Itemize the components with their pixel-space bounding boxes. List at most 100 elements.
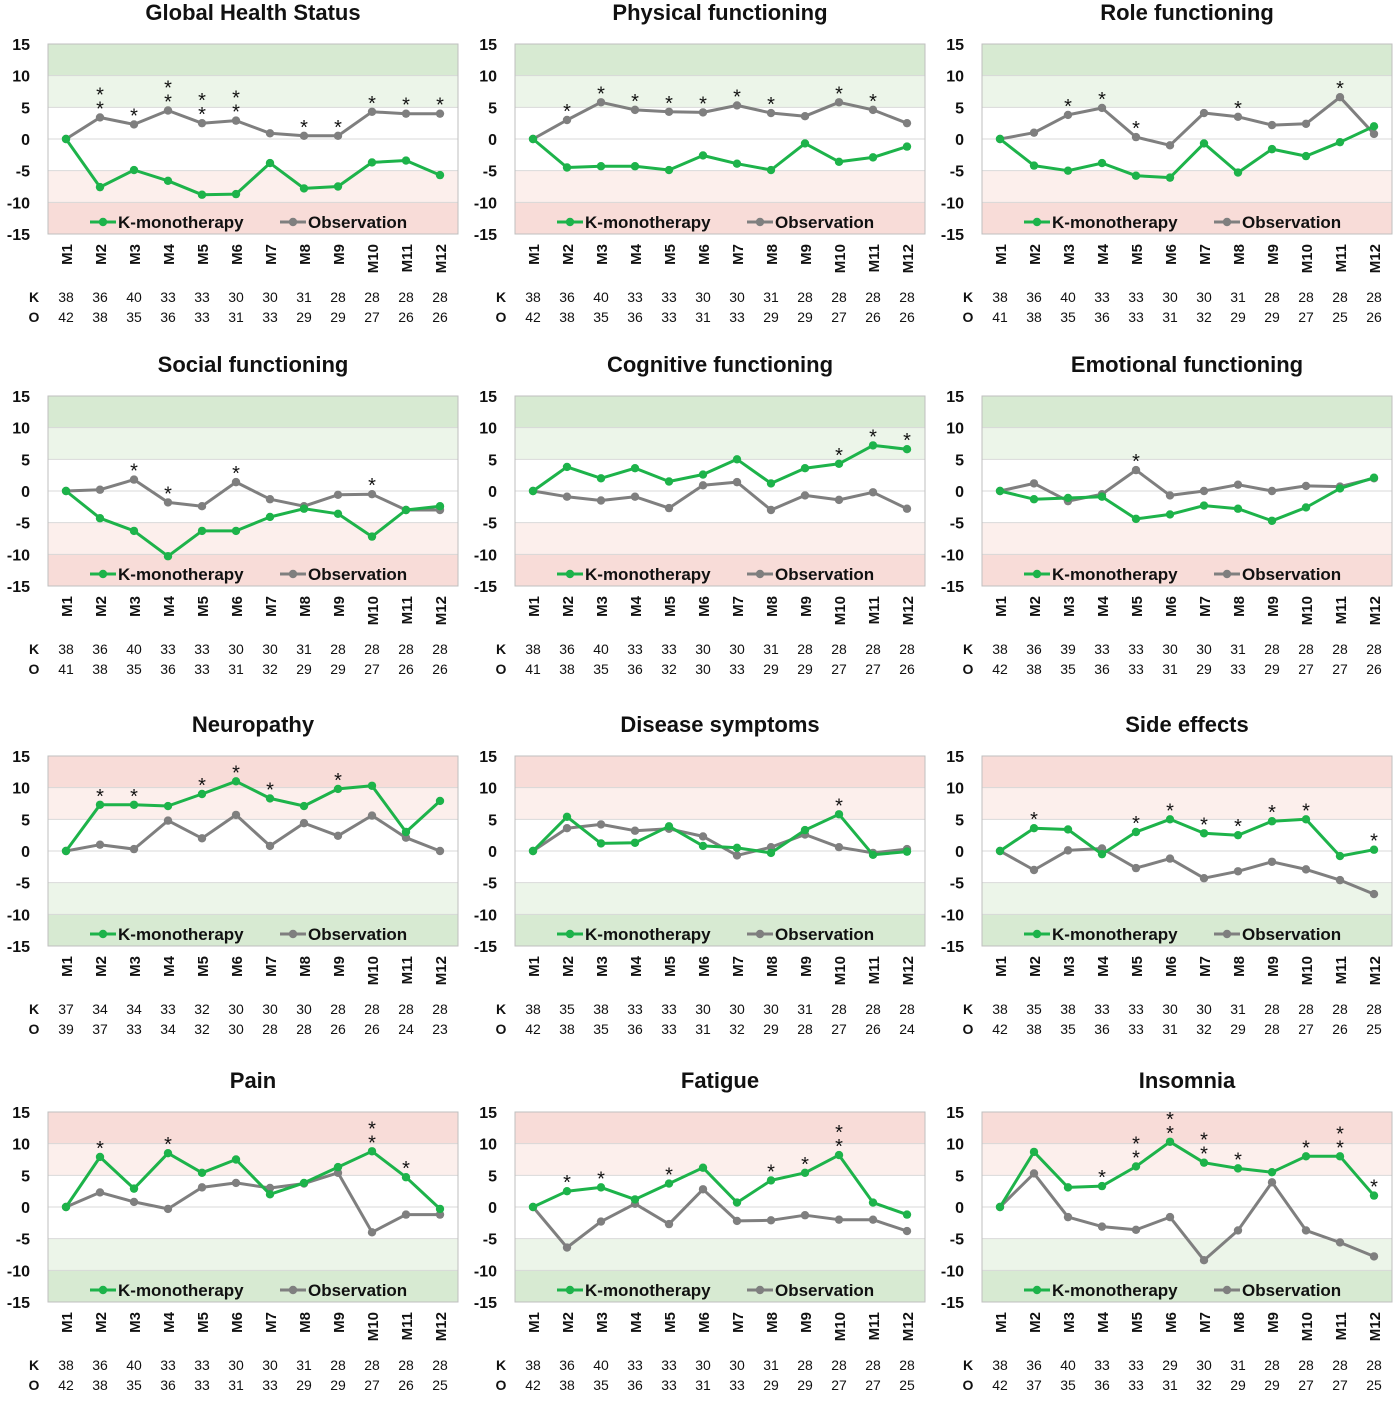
data-point-observation	[95, 1188, 105, 1197]
series-line-k-monotherapy	[64, 779, 442, 852]
data-point-observation	[630, 826, 640, 835]
data-point-observation	[197, 118, 207, 128]
x-tick-label: M10	[832, 244, 849, 273]
n-value: 42	[58, 309, 74, 325]
data-point-k-monotherapy	[902, 445, 912, 454]
n-value: 28	[364, 289, 380, 305]
n-value: 31	[1162, 1377, 1178, 1393]
x-tick-label: M5	[1129, 596, 1146, 617]
data-point-observation	[868, 1215, 878, 1224]
y-tick-label: 5	[21, 1168, 30, 1185]
data-point-k-monotherapy	[333, 784, 343, 794]
n-value: 28	[1366, 1357, 1382, 1373]
plot-frame	[47, 395, 459, 587]
x-tick-label: M11	[399, 956, 416, 984]
n-value: 30	[1162, 289, 1178, 305]
chart-panel-insomnia: Insomnia 15 10 5 0 -5 -10 -15 * * * * * * * * * * * * K-mono…	[934, 1068, 1400, 1418]
x-tick-label: M1	[993, 596, 1010, 617]
chart-title: Side effects	[1125, 712, 1249, 737]
n-row-label-o: O	[29, 1021, 40, 1037]
n-value: 33	[729, 309, 745, 325]
data-point-observation	[197, 1183, 207, 1192]
y-tick-label: 15	[12, 389, 30, 406]
n-value: 39	[58, 1021, 74, 1037]
x-tick-label: M3	[1061, 596, 1078, 617]
data-point-observation	[95, 113, 105, 122]
n-value: 28	[296, 1021, 312, 1037]
x-tick-label: M2	[560, 244, 577, 265]
significance-star: *	[96, 98, 104, 120]
data-point-observation	[1233, 867, 1243, 876]
data-point-k-monotherapy	[1301, 151, 1311, 161]
data-point-k-monotherapy	[1029, 1147, 1039, 1157]
n-value: 42	[525, 1377, 541, 1393]
y-tick-label: 10	[12, 781, 30, 798]
significance-star: *	[665, 1165, 673, 1187]
data-point-k-monotherapy	[299, 504, 309, 513]
shading-band	[515, 202, 925, 234]
n-value: 32	[194, 1001, 210, 1017]
data-point-observation	[129, 120, 139, 129]
data-point-observation	[1063, 110, 1073, 120]
shading-band	[515, 396, 925, 428]
chart-panel-side-effects: Side effects 15 10 5 0 -5 -10 -15 * * * * * * * * K-mono…	[934, 712, 1400, 1062]
n-row-label-k: K	[496, 1001, 506, 1017]
data-point-observation	[868, 105, 878, 115]
n-value: 35	[593, 661, 609, 677]
chart-svg-social-functioning: Social functioning 15 10 5 0 -5 -10 -15 * * * * K-mo…	[7, 352, 459, 677]
n-value: 33	[661, 641, 677, 657]
y-tick-label: 10	[12, 69, 30, 86]
n-value: 30	[262, 641, 278, 657]
x-tick-label: M4	[628, 595, 645, 616]
data-point-observation	[367, 489, 377, 499]
n-value: 31	[1230, 641, 1246, 657]
n-value: 40	[1060, 1357, 1076, 1373]
data-point-k-monotherapy	[800, 139, 810, 148]
x-tick-label: M4	[628, 1311, 645, 1332]
shading-band	[515, 1112, 925, 1144]
x-tick-label: M10	[365, 244, 382, 273]
n-value: 28	[831, 641, 847, 657]
chart-panel-pain: Pain 15 10 5 0 -5 -10 -15 * * * * * K-monotherapy Obse…	[0, 1068, 466, 1418]
x-tick-label: M7	[1197, 956, 1214, 977]
y-tick-label: -10	[941, 907, 964, 924]
chart-svg-cognitive-functioning: Cognitive functioning 15 10 5 0 -5 -10 -15 * * * K-…	[474, 352, 926, 677]
y-tick-label: -10	[7, 195, 30, 212]
x-tick-label: M2	[93, 956, 110, 977]
n-value: 28	[398, 289, 414, 305]
x-tick-label: M3	[594, 956, 611, 977]
x-tick-label: M5	[662, 956, 679, 977]
significance-star: *	[835, 1136, 843, 1158]
plot-frame	[47, 755, 459, 947]
y-tick-label: -5	[950, 1232, 964, 1249]
data-point-k-monotherapy	[95, 182, 105, 192]
data-point-k-monotherapy	[868, 153, 878, 162]
shading-band	[515, 1143, 925, 1176]
n-value: 38	[58, 1357, 74, 1373]
n-value: 35	[126, 1377, 142, 1393]
data-point-k-monotherapy	[1199, 829, 1209, 838]
n-value: 35	[593, 1021, 609, 1037]
n-value: 26	[432, 309, 448, 325]
n-value: 38	[559, 1021, 575, 1037]
n-value: 36	[1094, 1377, 1110, 1393]
n-value: 38	[92, 661, 108, 677]
x-tick-label: M11	[866, 1312, 883, 1340]
data-point-k-monotherapy	[732, 159, 742, 168]
n-value: 33	[661, 1021, 677, 1037]
shading-band	[48, 202, 458, 234]
data-point-k-monotherapy	[435, 502, 445, 511]
legend-label-k-monotherapy: K-monotherapy	[118, 1281, 244, 1300]
x-tick-label: M2	[1027, 596, 1044, 617]
n-value: 31	[1230, 1001, 1246, 1017]
x-tick-label: M12	[1367, 1312, 1384, 1341]
n-value: 27	[831, 1377, 847, 1393]
n-value: 31	[228, 661, 244, 677]
n-value: 38	[92, 309, 108, 325]
data-point-k-monotherapy	[834, 810, 844, 819]
n-value: 31	[1162, 661, 1178, 677]
x-tick-label: M5	[195, 596, 212, 617]
x-tick-label: M3	[1061, 1312, 1078, 1333]
n-value: 33	[194, 641, 210, 657]
n-value: 31	[1162, 309, 1178, 325]
